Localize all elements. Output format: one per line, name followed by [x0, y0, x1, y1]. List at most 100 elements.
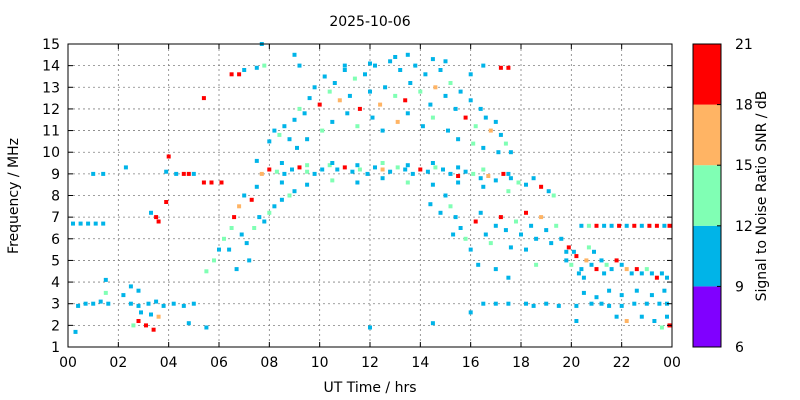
data-point-285	[624, 223, 629, 228]
data-point-89	[320, 167, 325, 172]
data-point-68	[244, 241, 249, 246]
data-point-274	[576, 271, 581, 276]
x-axis: 00 02 04 06 08 10 12 14 16 18 20 22 00	[59, 44, 681, 371]
data-point-152	[317, 102, 322, 107]
data-point-67	[239, 232, 244, 237]
data-point-109	[471, 171, 476, 176]
data-point-151	[312, 85, 317, 90]
data-point-194	[330, 119, 335, 124]
data-point-145	[282, 124, 287, 129]
x-tick-label-11: 22	[613, 355, 631, 371]
x-tick-label-10: 20	[562, 355, 580, 371]
y-tick-label-3: 4	[51, 275, 60, 291]
data-point-213	[368, 61, 372, 66]
data-point-99	[395, 165, 400, 170]
data-point-21	[191, 301, 196, 306]
data-point-105	[441, 167, 445, 172]
data-point-206	[481, 145, 486, 150]
y-tick-label-8: 9	[51, 167, 60, 183]
data-point-289	[654, 223, 659, 228]
data-point-15	[136, 303, 141, 308]
data-point-227	[488, 241, 493, 246]
data-point-58	[204, 269, 209, 274]
data-point-282	[602, 223, 607, 228]
data-point-294	[506, 301, 511, 306]
data-point-128	[456, 180, 461, 185]
data-point-311	[634, 288, 639, 293]
data-point-19	[171, 301, 176, 306]
data-point-287	[639, 223, 644, 228]
data-point-29	[139, 310, 143, 315]
data-point-64	[232, 215, 237, 220]
data-point-247	[493, 267, 498, 272]
data-point-110	[478, 176, 483, 181]
data-point-66	[242, 193, 247, 198]
data-point-320	[659, 325, 664, 330]
data-point-176	[438, 68, 443, 72]
colorbar-band-0	[693, 286, 721, 347]
data-point-86	[297, 165, 302, 170]
data-point-232	[514, 219, 518, 224]
data-point-54	[262, 63, 267, 68]
data-point-177	[443, 93, 448, 98]
data-point-235	[529, 223, 534, 228]
data-point-292	[481, 301, 486, 306]
data-point-253	[574, 254, 579, 259]
data-point-11	[98, 299, 103, 304]
data-point-93	[350, 169, 355, 174]
data-point-38	[156, 219, 161, 224]
data-point-318	[665, 314, 669, 319]
x-axis-label: UT Time / hrs	[323, 380, 416, 396]
data-point-150	[307, 96, 312, 101]
data-point-48	[219, 180, 224, 185]
data-point-275	[581, 275, 586, 280]
data-point-83	[274, 169, 279, 174]
data-point-115	[516, 180, 521, 185]
y-tick-label-10: 11	[42, 124, 60, 140]
data-point-81	[259, 171, 264, 176]
x-tick-label-1: 02	[109, 355, 127, 371]
data-point-284	[617, 223, 622, 228]
data-point-226	[483, 232, 488, 237]
data-point-39	[164, 200, 169, 204]
data-point-265	[634, 267, 639, 272]
x-tick-label-4: 08	[260, 355, 278, 371]
data-point-204	[456, 137, 461, 142]
data-point-72	[257, 215, 262, 220]
data-point-3	[93, 221, 98, 226]
data-point-42	[174, 171, 179, 176]
data-point-218	[443, 193, 448, 198]
data-points	[71, 42, 672, 334]
data-point-242	[564, 249, 569, 254]
data-point-278	[602, 271, 607, 276]
data-point-136	[380, 161, 385, 165]
data-point-220	[453, 215, 458, 220]
data-point-192	[305, 137, 310, 142]
data-point-32	[186, 321, 191, 326]
data-point-200	[405, 111, 410, 116]
y-tick-label-12: 13	[42, 80, 60, 96]
data-point-10	[91, 301, 96, 306]
data-point-135	[355, 163, 360, 168]
data-point-313	[662, 288, 667, 293]
data-point-209	[405, 52, 410, 57]
y-tick-label-4: 5	[51, 253, 60, 269]
data-point-92	[342, 165, 347, 170]
data-point-315	[624, 319, 629, 323]
data-point-27	[151, 327, 156, 332]
x-tick-label-12: 00	[663, 355, 681, 371]
data-point-175	[433, 85, 438, 90]
data-point-259	[604, 262, 609, 267]
colorbar-band-1	[693, 225, 721, 287]
data-point-229	[498, 215, 503, 220]
data-point-77	[287, 193, 292, 198]
data-point-37	[154, 215, 159, 220]
data-point-111	[486, 174, 491, 178]
data-point-148	[297, 106, 302, 111]
data-point-208	[393, 55, 398, 59]
data-point-63	[229, 226, 234, 230]
data-point-6	[101, 171, 106, 176]
data-point-240	[554, 223, 559, 228]
data-point-34	[73, 329, 78, 334]
